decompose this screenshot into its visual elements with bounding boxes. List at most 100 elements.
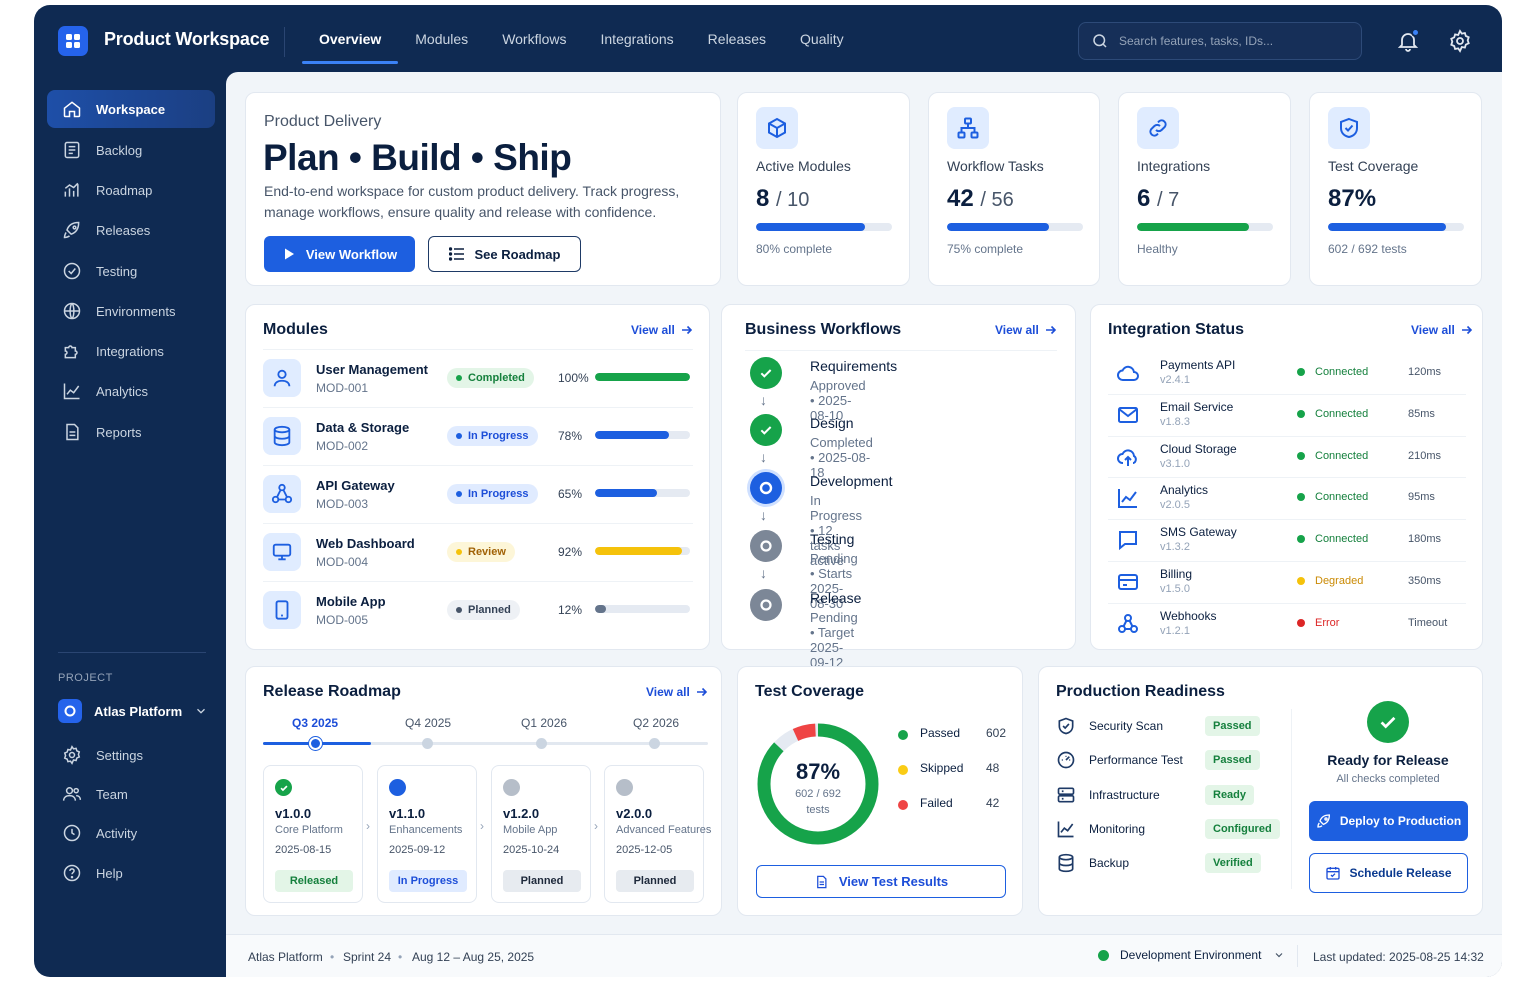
integration-row-email-service[interactable]: Email Service v1.8.3 Connected 85ms: [1091, 397, 1484, 435]
hero-description: End-to-end workspace for custom product …: [264, 183, 680, 220]
sidebar-item-team[interactable]: Team: [47, 775, 215, 813]
nav-modules[interactable]: Modules: [415, 30, 469, 47]
cloud-icon: [1115, 360, 1141, 386]
readiness-check-backup[interactable]: Backup Verified: [1039, 852, 1289, 880]
app-logo-icon[interactable]: [58, 26, 88, 56]
readiness-check-infrastructure[interactable]: Infrastructure Ready: [1039, 784, 1289, 812]
module-row-api-gateway[interactable]: API Gateway MOD-003 In Progress 65%: [246, 467, 711, 523]
project-name: Atlas Platform: [94, 703, 183, 719]
puzzle-icon: [64, 345, 78, 359]
sidebar-divider: [58, 652, 206, 653]
workflows-view-all-link[interactable]: View all: [995, 323, 1057, 337]
integration-name: Cloud Storage: [1160, 441, 1237, 456]
roadmap-marker-active[interactable]: [309, 737, 322, 750]
nav-workflows[interactable]: Workflows: [502, 30, 567, 47]
module-row-data-storage[interactable]: Data & Storage MOD-002 In Progress 78%: [246, 409, 711, 465]
module-row-mobile-app[interactable]: Mobile App MOD-005 Planned 12%: [246, 583, 711, 639]
release-version: v1.2.0: [503, 806, 540, 821]
environment-selector[interactable]: Development Environment: [1098, 948, 1285, 962]
roadmap-tab-q3-2025[interactable]: Q3 2025: [292, 716, 339, 730]
nav-quality[interactable]: Quality: [800, 30, 844, 47]
integration-row-payments-api[interactable]: Payments API v2.4.1 Connected 120ms: [1091, 355, 1484, 393]
integration-status: Connected: [1297, 450, 1368, 462]
sidebar-item-label: Environments: [96, 303, 176, 319]
integrations-card: Integration Status View all Payments API…: [1090, 304, 1483, 650]
modules-view-all-link[interactable]: View all: [631, 323, 693, 337]
release-card-v1-2-0[interactable]: v1.2.0 Mobile App 2025-10-24 Planned: [491, 765, 591, 903]
module-row-user-management[interactable]: User Management MOD-001 Completed 100%: [246, 351, 711, 407]
see-roadmap-button[interactable]: See Roadmap: [428, 236, 581, 272]
integration-row-cloud-storage[interactable]: Cloud Storage v3.1.0 Connected 210ms: [1091, 439, 1484, 477]
project-selector[interactable]: Atlas Platform: [58, 695, 208, 727]
readiness-check-performance-test[interactable]: Performance Test Passed: [1039, 749, 1289, 777]
project-section-label: PROJECT: [58, 672, 113, 684]
sidebar-item-activity[interactable]: Activity: [47, 814, 215, 852]
view-test-results-button[interactable]: View Test Results: [756, 865, 1006, 898]
sidebar-item-settings[interactable]: Settings: [47, 736, 215, 774]
chart-icon: [1056, 819, 1076, 839]
schedule-release-button[interactable]: Schedule Release: [1309, 853, 1468, 893]
roadmap-tab-q4-2025[interactable]: Q4 2025: [405, 716, 452, 730]
settings-gear-icon[interactable]: [1448, 29, 1472, 53]
sidebar-item-environments[interactable]: Environments: [47, 292, 215, 330]
sidebar-item-reports[interactable]: Reports: [47, 413, 215, 451]
integration-row-analytics[interactable]: Analytics v2.0.5 Connected 95ms: [1091, 480, 1484, 518]
sidebar-item-help[interactable]: Help: [47, 854, 215, 892]
step-pending-icon: [750, 589, 782, 621]
sidebar-item-testing[interactable]: Testing: [47, 252, 215, 290]
readiness-check-monitoring[interactable]: Monitoring Configured: [1039, 818, 1289, 846]
integration-version: v1.2.1: [1160, 624, 1190, 637]
hero-card: Product Delivery Plan • Build • Ship End…: [245, 92, 721, 286]
module-progress-bar: [595, 431, 690, 439]
search-box[interactable]: [1078, 22, 1362, 60]
monitor-icon: [263, 533, 301, 571]
release-card-v1-0-0[interactable]: v1.0.0 Core Platform 2025-08-15 Released: [263, 765, 363, 903]
divider: [1108, 561, 1466, 562]
released-check-icon: [275, 779, 292, 796]
release-card-v1-1-0[interactable]: v1.1.0 Enhancements 2025-09-12 In Progress: [377, 765, 477, 903]
integration-row-billing[interactable]: Billing v1.5.0 Degraded 350ms: [1091, 564, 1484, 602]
sidebar-item-workspace[interactable]: Workspace: [47, 90, 215, 128]
network-icon: [263, 475, 301, 513]
step-subtitle: Approved • 2025-08-10: [810, 378, 866, 423]
nav-releases[interactable]: Releases: [707, 30, 767, 47]
stat-value-total: / 10: [776, 189, 810, 211]
release-description: Mobile App: [503, 824, 558, 836]
integration-row-webhooks[interactable]: Webhooks v1.2.1 Error Timeout: [1091, 606, 1484, 644]
roadmap-tab-q2-2026[interactable]: Q2 2026: [633, 716, 680, 730]
roadmap-marker[interactable]: [536, 738, 547, 749]
sidebar-item-releases[interactable]: Releases: [47, 211, 215, 249]
roadmap-marker[interactable]: [649, 738, 660, 749]
stat-card-test-coverage[interactable]: Test Coverage 87% 602 / 692 tests: [1309, 92, 1482, 286]
search-input[interactable]: [1119, 34, 1349, 48]
release-card-v2-0-0[interactable]: v2.0.0 Advanced Features 2025-12-05 Planned: [604, 765, 711, 903]
divider: [263, 407, 693, 408]
shield-icon: [1328, 107, 1370, 149]
view-workflow-button[interactable]: View Workflow: [264, 236, 415, 272]
roadmap-marker[interactable]: [422, 738, 433, 749]
integration-latency: 350ms: [1408, 575, 1442, 587]
sidebar-item-analytics[interactable]: Analytics: [47, 372, 215, 410]
footer-sprint: Sprint 24: [343, 950, 392, 964]
deploy-to-production-button[interactable]: Deploy to Production: [1309, 801, 1468, 841]
stat-card-integrations[interactable]: Integrations 6 / 7 Healthy: [1118, 92, 1291, 286]
notification-bell-icon[interactable]: [1396, 29, 1420, 53]
sidebar-item-roadmap[interactable]: Roadmap: [47, 171, 215, 209]
roadmap-tab-q1-2026[interactable]: Q1 2026: [521, 716, 568, 730]
readiness-check-security-scan[interactable]: Security Scan Passed: [1039, 715, 1289, 743]
nav-integrations[interactable]: Integrations: [600, 30, 674, 47]
integrations-view-all-link[interactable]: View all: [1411, 323, 1473, 337]
document-icon: [66, 423, 79, 441]
stat-card-workflow-tasks[interactable]: Workflow Tasks 42 / 56 75% complete: [928, 92, 1100, 286]
stat-card-active-modules[interactable]: Active Modules 8 / 10 80% complete: [737, 92, 910, 286]
integration-row-sms-gateway[interactable]: SMS Gateway v1.3.2 Connected 180ms: [1091, 522, 1484, 560]
module-row-web-dashboard[interactable]: Web Dashboard MOD-004 Review 92%: [246, 525, 711, 581]
sidebar-item-backlog[interactable]: Backlog: [47, 131, 215, 169]
roadmap-view-all-link[interactable]: View all: [646, 685, 708, 699]
coverage-detail-unit: tests: [806, 804, 830, 816]
module-progress-bar: [595, 373, 690, 381]
status-label: Connected: [1315, 533, 1369, 546]
sidebar-item-integrations[interactable]: Integrations: [47, 332, 215, 370]
release-date: 2025-08-15: [275, 844, 332, 856]
nav-overview[interactable]: Overview: [302, 5, 399, 72]
